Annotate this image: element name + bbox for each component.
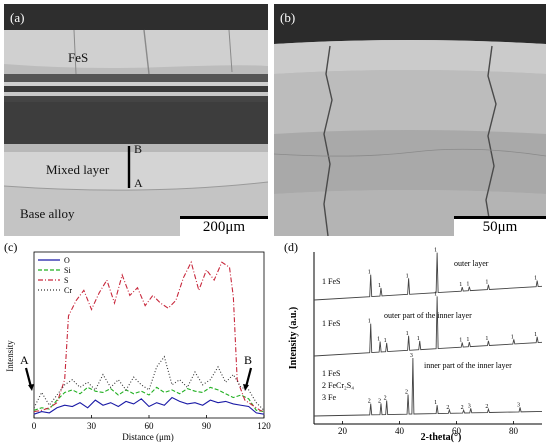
xrd-peak-label: 1: [485, 336, 488, 342]
pattern-label-outer: outer layer: [454, 259, 489, 268]
marker-b-arrowhead: [243, 384, 249, 391]
marker-a-label: A: [134, 176, 143, 190]
xrd-peak-label: 3: [517, 402, 520, 408]
panel-a-scale-line: [180, 216, 268, 219]
xrd-peak-label: 1: [368, 319, 371, 325]
y-axis-label: Intensity: [5, 340, 15, 372]
panel-a-scale-bar: 200μm: [180, 216, 268, 236]
pattern-label-outer-inner: outer part of the inner layer: [384, 311, 472, 320]
marker-b-text: B: [244, 353, 252, 367]
mixed-layer-label: Mixed layer: [46, 162, 110, 177]
base-alloy-label: Base alloy: [20, 206, 75, 221]
marker-b-arrow: [244, 367, 253, 388]
xrd-x-axis-label: 2-theta(°): [421, 432, 462, 443]
xrd-peak-label: 1: [534, 332, 537, 338]
series-line-o: [33, 396, 265, 415]
panel-b-micrograph: [274, 4, 546, 236]
xrd-peak-label: 2: [384, 396, 387, 402]
pattern-label-inner-inner: inner part of the inner layer: [424, 361, 512, 370]
xrd-peak-label: 1: [377, 337, 380, 343]
xrd-y-axis-label: Intensity (a.u.): [288, 307, 299, 370]
phase-legend-inner-2: 2 FeCr₂S₄: [322, 381, 354, 390]
x-tick-label: 90: [202, 421, 212, 431]
panel-b-scale-bar: 50μm: [454, 216, 546, 236]
xrd-peak-label: 1: [378, 283, 381, 289]
legend-label-o: O: [64, 256, 70, 265]
panel-b-scale-line: [454, 216, 546, 219]
fes-layer-label: FeS: [68, 50, 89, 65]
x-tick-label: 30: [87, 421, 97, 431]
panel-a-micrograph: [4, 4, 268, 236]
xrd-pattern-1: [313, 252, 543, 301]
plot-frame: [33, 251, 265, 419]
xrd-peak-label: 1: [434, 248, 437, 254]
xrd-peak-label: 1: [384, 338, 387, 344]
panel-a-sem-image: (a) FeS Mixed layer B A Base alloy 200μm: [4, 4, 268, 236]
xrd-peak-label: 1: [534, 276, 537, 282]
panel-a-label: (a): [10, 10, 25, 25]
panel-c-line-scan-chart: (c) 0 30 60 90 120 O Si S Cr Distance (μm) Inte…: [0, 238, 275, 444]
phase-legend-inner-1: 1 FeS: [322, 369, 340, 378]
series-line-s: [33, 260, 265, 413]
xrd-peak-label: 1: [434, 291, 437, 297]
xrd-pattern-2: [313, 296, 543, 357]
xrd-peak-label: 2: [378, 398, 381, 404]
panel-c-label: (c): [4, 240, 17, 254]
xrd-peak-label: 1: [434, 400, 437, 406]
marker-b-label: B: [134, 142, 143, 156]
xrd-peak-label: 3: [410, 353, 413, 359]
legend-label-cr: Cr: [64, 286, 72, 295]
xrd-peak-label: 1: [368, 270, 371, 276]
marker-a-text: A: [20, 353, 29, 367]
xrd-peak-label: 1: [406, 331, 409, 337]
xrd-peak-label: 1: [466, 337, 469, 343]
xrd-pattern-3: [313, 358, 543, 417]
x-tick-label: 0: [32, 421, 37, 431]
xrd-peak-label: 3: [468, 403, 471, 409]
series-line-si: [33, 386, 265, 413]
panel-b-label: (b): [280, 10, 296, 25]
xrd-peak-label: 2: [461, 405, 464, 411]
xrd-peak-label: 1: [459, 282, 462, 288]
xrd-x-tick-label: 40: [395, 426, 405, 436]
phase-legend-mid: 1 FeS: [322, 319, 340, 328]
xrd-peak-label: 2: [368, 399, 371, 405]
panel-d-label: (d): [284, 240, 298, 254]
xrd-peak-label: 2: [405, 390, 408, 396]
xrd-x-tick-label: 20: [338, 426, 348, 436]
series-line-cr: [33, 355, 265, 411]
legend-label-s: S: [64, 276, 68, 285]
xrd-peak-label: 1: [511, 334, 514, 340]
xrd-peak-label: 2: [446, 405, 449, 411]
panel-b-sem-image: (b) 50μm: [274, 4, 546, 236]
x-tick-label: 120: [257, 421, 271, 431]
xrd-peak-label: 1: [459, 337, 462, 343]
xrd-peak-label: 2: [485, 404, 488, 410]
xrd-x-tick-label: 80: [509, 426, 519, 436]
phase-legend-inner-3: 3 Fe: [322, 393, 336, 402]
x-tick-label: 60: [145, 421, 155, 431]
marker-a-arrowhead: [28, 384, 34, 391]
panel-a-scale-label: 200μm: [202, 219, 246, 235]
panel-b-scale-label: 50μm: [482, 219, 518, 235]
phase-legend-outer: 1 FeS: [322, 277, 340, 286]
legend-label-si: Si: [64, 266, 71, 275]
xrd-peak-label: 1: [406, 273, 409, 279]
xrd-peak-label: 1: [417, 336, 420, 342]
xrd-x-tick-label: 60: [452, 426, 462, 436]
x-axis-label: Distance (μm): [122, 432, 174, 442]
xrd-peak-label: 1: [485, 280, 488, 286]
marker-a-arrow: [24, 367, 33, 388]
xrd-peak-label: 1: [466, 282, 469, 288]
